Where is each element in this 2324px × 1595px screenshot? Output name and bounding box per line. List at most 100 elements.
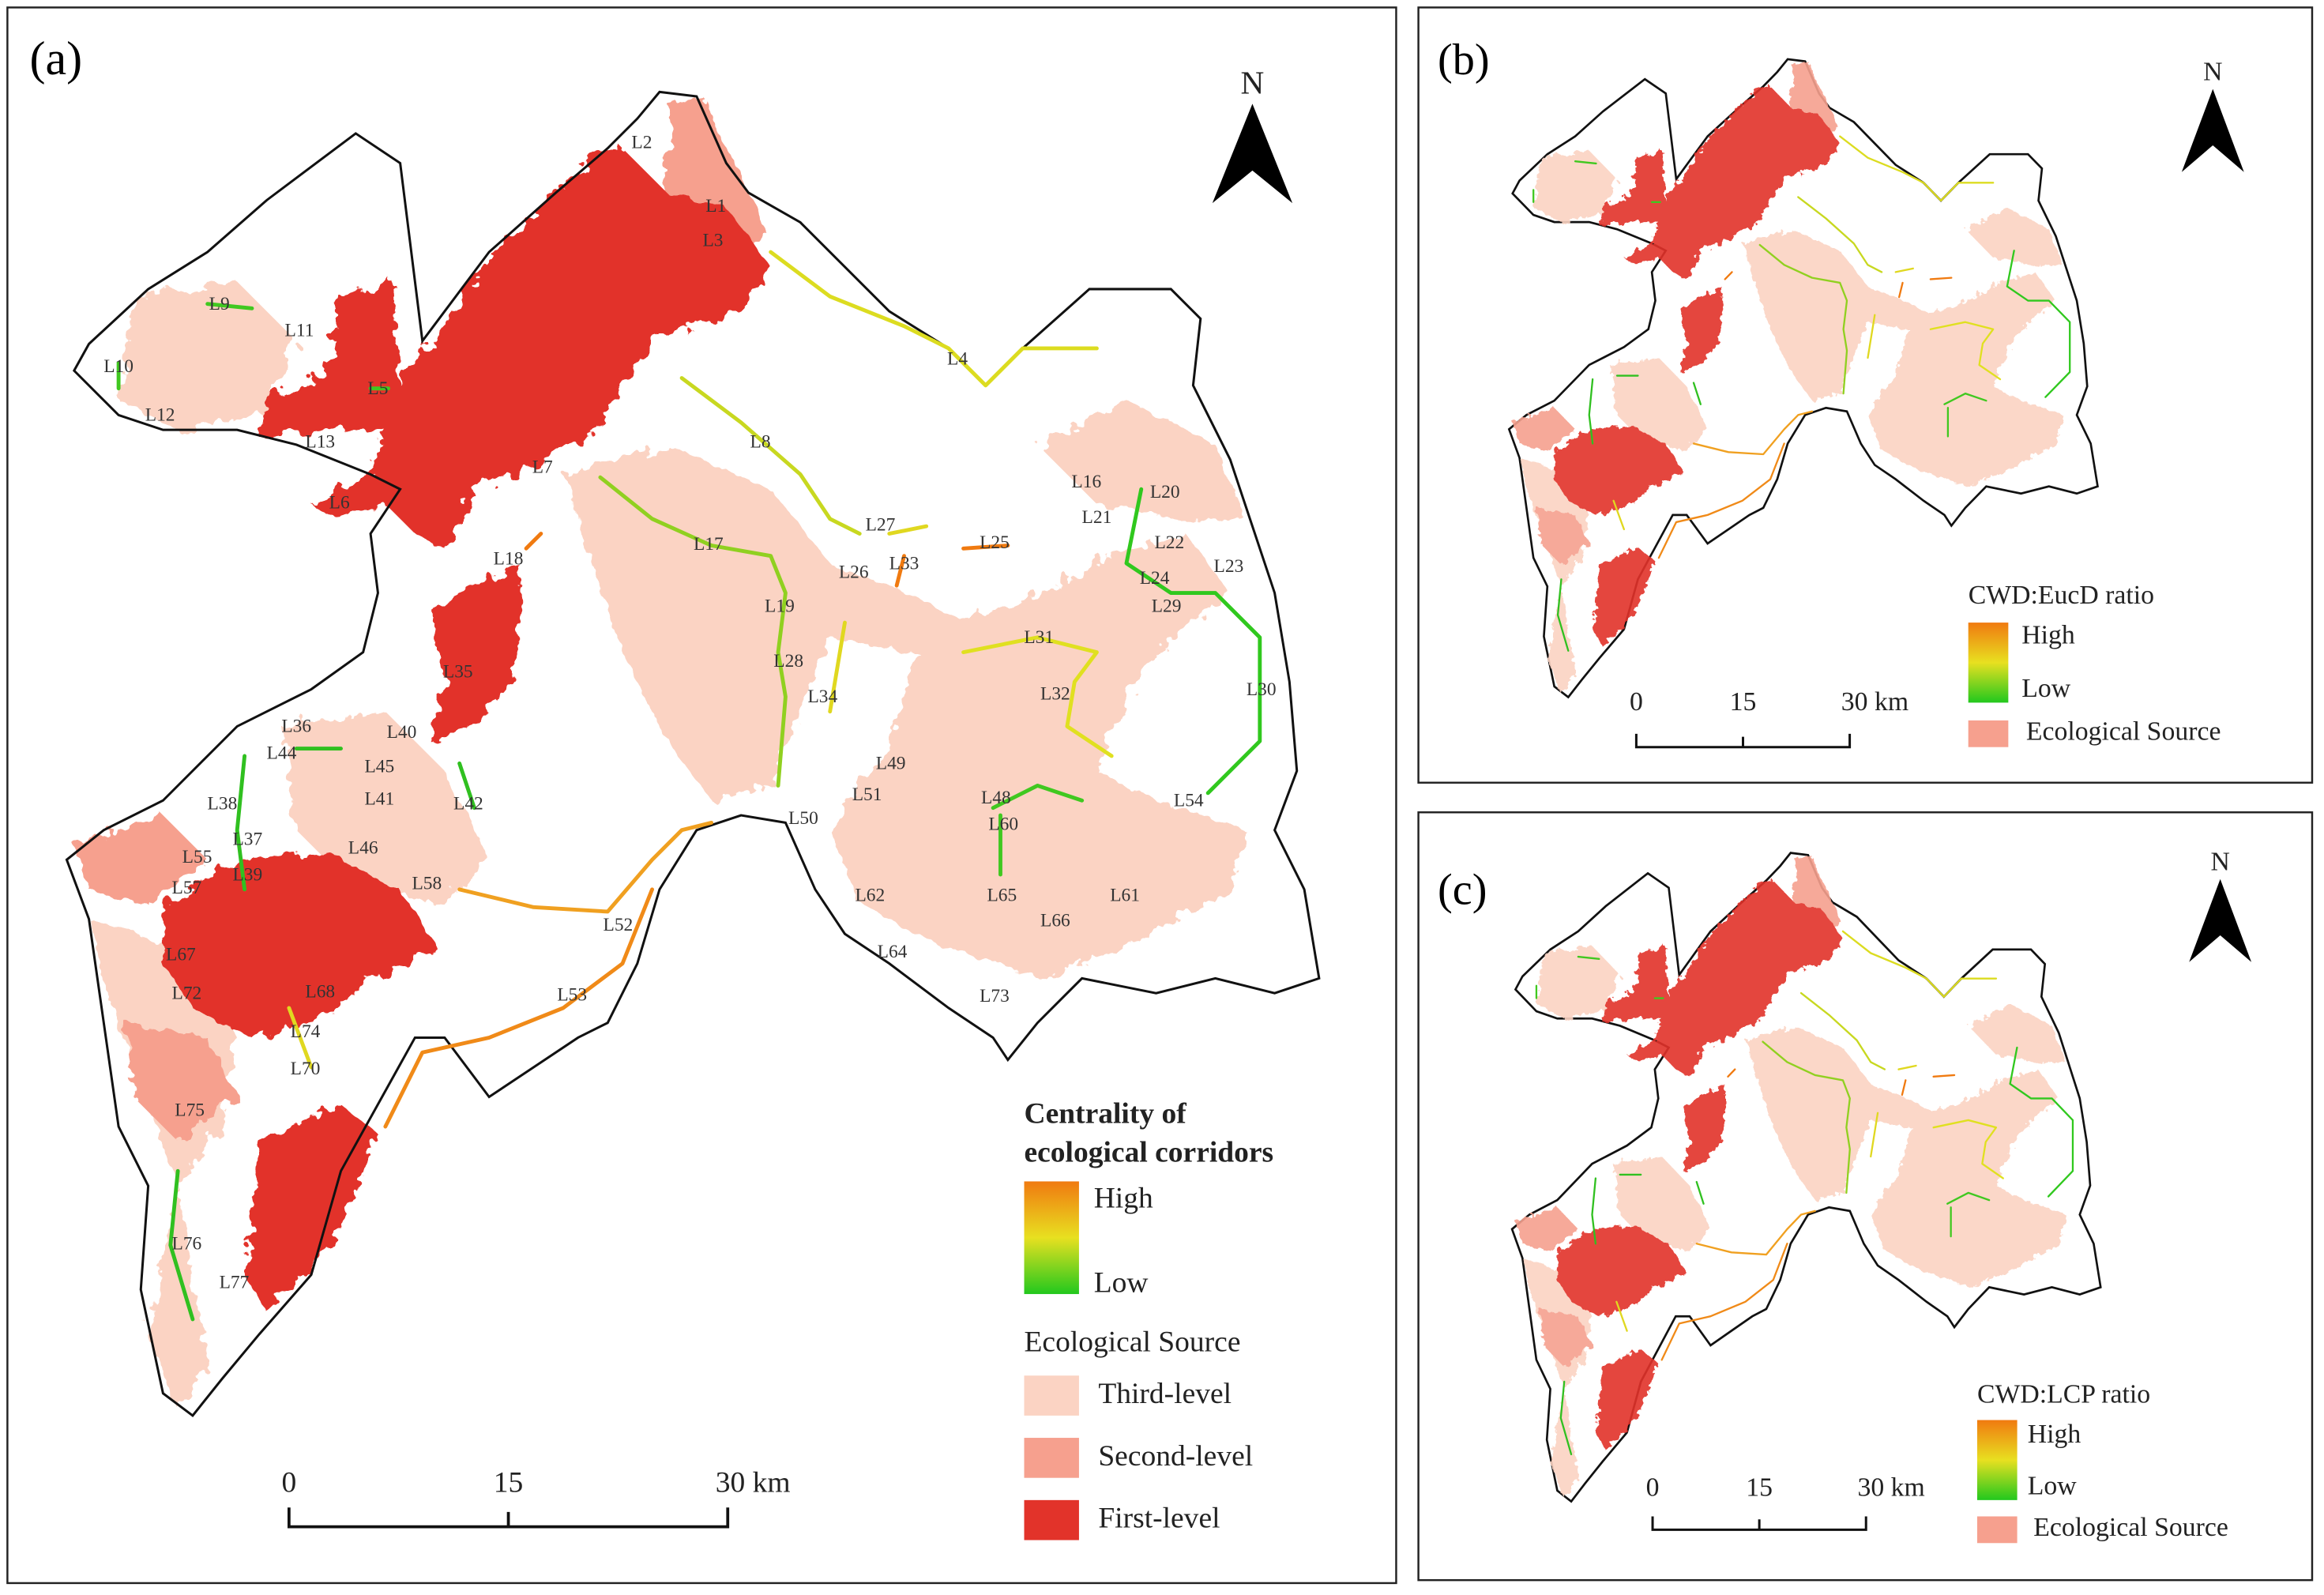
corridor-label: L55	[182, 847, 212, 867]
legend-low: Low	[2028, 1472, 2078, 1501]
corridor-label: L28	[773, 651, 803, 671]
corridor-label: L3	[702, 230, 723, 250]
panel-label: (b)	[1438, 36, 1490, 85]
corridor-label: L49	[876, 754, 906, 774]
scale-label: 30 km	[1841, 687, 1908, 717]
corridor-label: L16	[1071, 472, 1101, 492]
corridor-label: L45	[364, 756, 394, 777]
corridor-label: L77	[220, 1272, 250, 1292]
north-arrow	[1212, 103, 1293, 204]
corridor-label: L5	[367, 378, 388, 399]
corridor-label: L53	[557, 984, 587, 1005]
legend-source: Ecological Source	[2033, 1513, 2228, 1542]
scale-bar	[287, 1507, 730, 1529]
corridor-label: L58	[412, 874, 442, 894]
legend-title: Centrality of	[1025, 1098, 1187, 1130]
corridor-label: L2	[631, 132, 652, 152]
corridor-label: L27	[866, 515, 896, 536]
legend-title: CWD:LCP ratio	[1977, 1379, 2150, 1409]
legend-source-level: First-level	[1098, 1503, 1220, 1535]
corridor-label: L65	[987, 886, 1017, 906]
corridor-label: L37	[232, 829, 262, 849]
corridor-label: L13	[305, 431, 335, 452]
legend-source-title: Ecological Source	[1025, 1326, 1241, 1358]
scale-bar	[1634, 733, 1852, 749]
north-label: N	[1241, 64, 1265, 100]
corridor-label: L26	[839, 562, 869, 583]
corridor-label: L21	[1082, 507, 1112, 528]
corridor-label: L25	[980, 532, 1010, 553]
corridor-label: L72	[172, 983, 202, 1003]
legend-title: ecological corridors	[1025, 1136, 1274, 1168]
scale-label: 30 km	[716, 1467, 791, 1499]
corridor-label: L41	[364, 789, 394, 810]
corridor-label: L31	[1024, 627, 1054, 648]
legend-swatch	[1024, 1499, 1079, 1540]
corridor-label: L52	[604, 915, 634, 935]
corridor-label: L12	[145, 405, 175, 426]
corridor-label: L64	[878, 942, 908, 962]
scale-label: 0	[1646, 1473, 1660, 1502]
scale-label: 0	[1630, 687, 1643, 717]
corridor-label: L76	[172, 1234, 202, 1255]
corridor-label: L51	[852, 784, 882, 805]
legend-swatch	[1024, 1375, 1079, 1416]
corridor-label: L35	[443, 661, 473, 682]
corridor-label: L18	[494, 549, 524, 570]
north-arrow	[2189, 878, 2252, 962]
corridor-label: L6	[329, 492, 350, 513]
corridor-label: L75	[175, 1100, 205, 1121]
legend-swatch	[1976, 1516, 2018, 1544]
scale-label: 15	[494, 1467, 524, 1499]
legend-ramp	[1968, 623, 2009, 703]
legend-low: Low	[2021, 674, 2071, 703]
corridor-label: L48	[981, 788, 1011, 808]
legend-high: High	[1094, 1182, 1153, 1214]
legend-title: CWD:EucD ratio	[1969, 581, 2154, 610]
corridor-label: L10	[103, 356, 133, 377]
corridor-label: L17	[694, 534, 724, 555]
legend-low: Low	[1094, 1266, 1149, 1299]
legend-swatch	[1968, 720, 2009, 747]
corridor-label: L1	[705, 196, 726, 216]
panel-label: (a)	[30, 32, 83, 85]
corridor-label: L67	[166, 945, 196, 965]
corridor-label: L73	[980, 986, 1010, 1006]
corridor-label: L70	[291, 1059, 321, 1079]
corridor-label: L60	[988, 814, 1018, 835]
corridor-label: L40	[387, 722, 417, 743]
legend-high: High	[2021, 621, 2075, 650]
corridor-label: L57	[172, 878, 202, 898]
corridor-label: L34	[807, 687, 837, 707]
corridor-label: L32	[1040, 683, 1070, 704]
corridor-label: L30	[1247, 679, 1277, 700]
corridor-label: L9	[209, 294, 230, 314]
corridor-label: L33	[889, 553, 919, 574]
legend-swatch	[1024, 1438, 1079, 1478]
scale-bar	[1651, 1516, 1867, 1531]
corridor-label: L29	[1152, 596, 1182, 617]
legend-source: Ecological Source	[2026, 717, 2221, 747]
legend-ramp	[1024, 1181, 1079, 1295]
corridor-label: L20	[1150, 482, 1180, 502]
north-label: N	[2203, 58, 2222, 87]
corridor-label: L36	[281, 717, 311, 737]
panel-label: (c)	[1438, 866, 1487, 915]
corridor-label: L19	[765, 596, 795, 617]
corridor-label: L38	[208, 793, 238, 814]
corridor-label: L24	[1140, 568, 1170, 589]
corridor-labels: L1 L2 L3 L4 L5 L6 L7 L8 L9 L10 L11 L12 L13 L16 L17 L18 L…	[103, 132, 1276, 1292]
scale-label: 15	[1730, 687, 1757, 717]
corridor-label: L4	[947, 348, 968, 369]
corridor-label: L22	[1154, 532, 1184, 553]
corridor-label: L50	[788, 808, 818, 829]
legend-high: High	[2028, 1420, 2081, 1449]
corridor-label: L23	[1214, 556, 1244, 577]
corridor-label: L11	[285, 321, 314, 341]
corridor-label: L42	[453, 793, 483, 814]
corridor-label: L46	[348, 838, 378, 859]
corridor-label: L68	[305, 982, 335, 1003]
corridor-label: L39	[232, 864, 262, 885]
corridor-label: L61	[1110, 886, 1140, 906]
